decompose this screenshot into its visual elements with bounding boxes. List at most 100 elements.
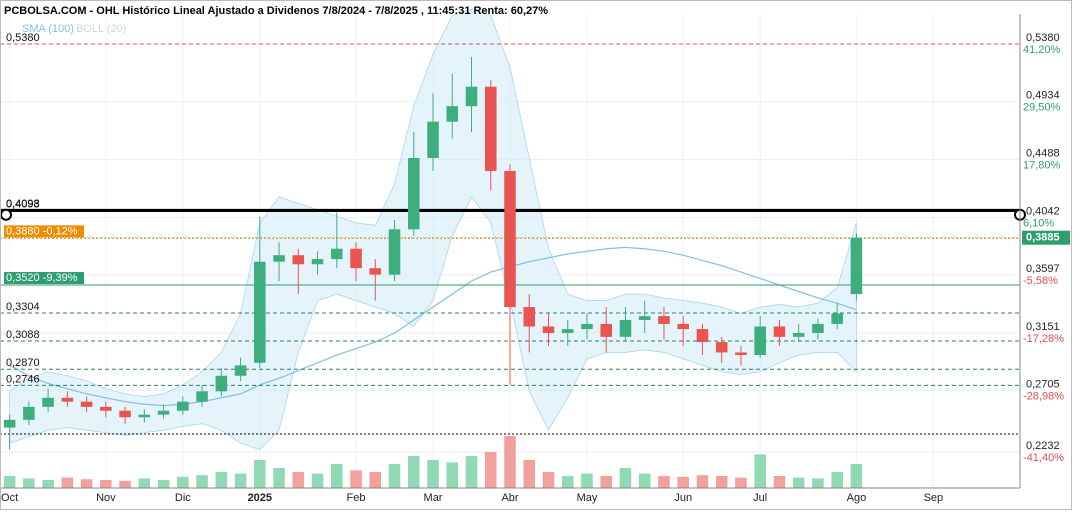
candle-body (427, 121, 439, 159)
volume-bar (292, 472, 305, 488)
volume-bar (157, 480, 170, 488)
level-label: 0,3520 -9,39% (6, 272, 78, 284)
volume-bar (484, 452, 497, 488)
bollinger-band (9, 8, 857, 451)
y-tick-pct: 29,50% (1023, 102, 1061, 114)
level-label-box (4, 225, 84, 238)
x-tick-label: 2025 (248, 492, 272, 504)
volume-bar (465, 456, 478, 488)
candle-body (754, 326, 766, 356)
level-handle (0, 208, 12, 221)
volume-bar (581, 473, 593, 488)
volume-bar (42, 480, 54, 488)
candle-body (61, 397, 74, 402)
x-tick-label: Jul (753, 492, 767, 504)
volume-bar (254, 460, 266, 488)
candle-body (196, 391, 208, 402)
candle-body (177, 401, 189, 411)
x-tick-label: Ago (847, 492, 867, 504)
candle-body (157, 410, 170, 415)
level-label: 0,4098 (6, 198, 40, 210)
candle-body (23, 406, 35, 420)
level-label: 0,3880 -0,12% (6, 225, 78, 237)
volume-bar (504, 436, 516, 488)
volume-bar (388, 464, 401, 488)
x-tick-label: Oct (1, 492, 18, 504)
candle-body (119, 410, 131, 418)
candle-body (3, 419, 16, 428)
y-tick-label: 0,2705 (1026, 379, 1060, 391)
y-tick-label: 0,4042 (1026, 205, 1060, 217)
candle-body (215, 375, 228, 392)
y-tick-pct: 41,20% (1023, 44, 1061, 56)
candle-body (812, 323, 824, 333)
level-label: 0,3304 (6, 301, 40, 313)
volume-bar (61, 477, 74, 488)
legend-sma: SMA (100) (22, 23, 74, 35)
volume-bar (196, 475, 208, 488)
candle-body (446, 106, 459, 122)
candle-body (581, 323, 593, 330)
candle-body (369, 268, 382, 275)
sma-line (9, 246, 857, 407)
y-tick-label: 0,5380 (1026, 32, 1060, 44)
volume-bar (812, 478, 824, 488)
volume-bar (600, 476, 612, 488)
volume-bar (408, 456, 420, 488)
candle-body (331, 248, 343, 260)
volume-bar (100, 480, 112, 488)
volume-bar (119, 480, 131, 488)
candle-body (350, 248, 362, 269)
y-tick-pct: 6,10% (1023, 217, 1054, 229)
candle-body (408, 158, 420, 230)
volume-bar (850, 464, 863, 488)
candle-body (138, 414, 151, 418)
y-tick-pct: -5,58% (1023, 275, 1058, 287)
candle-body (542, 326, 555, 333)
volume-bar (311, 473, 324, 488)
candle-body (638, 316, 651, 321)
chart-title: PCBOLSA.COM - OHL Histórico Lineal Ajust… (4, 5, 548, 17)
volume-bar (138, 478, 151, 488)
candle-body (311, 259, 324, 265)
y-tick-label: 0,4488 (1026, 147, 1060, 159)
candle-body (792, 332, 805, 337)
volume-bar (177, 476, 189, 488)
candle-body (484, 86, 497, 171)
volume-bar (638, 473, 651, 488)
candle-body (254, 261, 266, 363)
candle-body (677, 323, 689, 330)
volume-bar (273, 468, 285, 488)
volume-bar (369, 472, 382, 488)
candle-body (831, 313, 843, 324)
level-label: 0,2870 (6, 357, 40, 369)
volume-bar (3, 476, 16, 488)
level-label: 0,5380 (6, 32, 40, 44)
y-tick-pct: 17,80% (1023, 159, 1061, 171)
candle-body (600, 323, 612, 337)
volume-bar (350, 470, 362, 488)
volume-bar (773, 476, 786, 488)
level-label-box (4, 272, 84, 285)
volume-bar (331, 464, 343, 488)
x-tick-label: Nov (96, 492, 116, 504)
candle-body (735, 352, 747, 356)
y-tick-pct: -28,98% (1023, 391, 1064, 403)
y-tick-label: 0,4934 (1026, 90, 1060, 102)
y-tick-label: 0,3597 (1026, 263, 1060, 275)
volume-bar (831, 472, 843, 488)
volume-bar (619, 468, 632, 488)
volume-bar (446, 462, 459, 488)
candle-body (658, 316, 670, 324)
x-tick-label: Dic (175, 492, 191, 504)
x-tick-label: Mar (424, 492, 443, 504)
volume-bar (23, 478, 35, 488)
x-tick-label: Jun (674, 492, 692, 504)
x-tick-label: Sep (924, 492, 944, 504)
candle-body (80, 401, 93, 407)
volume-bar (735, 477, 747, 488)
volume-bar (715, 476, 728, 488)
volume-bar (792, 477, 805, 488)
